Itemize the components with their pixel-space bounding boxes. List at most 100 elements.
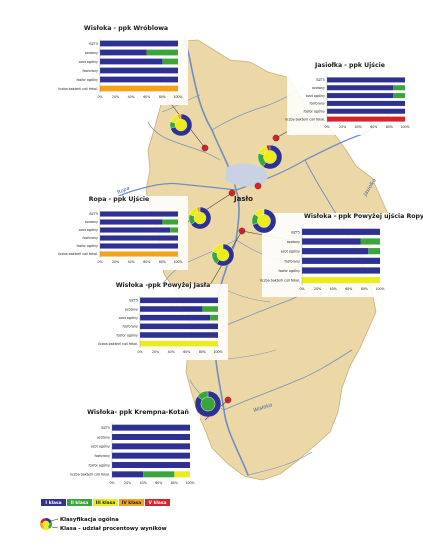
axis-tick: 100%	[185, 481, 194, 485]
legend-donut-segment	[47, 522, 53, 529]
parameter-label: azotany	[85, 51, 98, 55]
station-donut	[194, 390, 222, 418]
axis-tick: 0%	[324, 125, 329, 129]
axis-tick: 100%	[375, 287, 384, 291]
bar-segment	[393, 85, 405, 91]
axis-tick: 80%	[159, 260, 166, 264]
station-panel: Ropa - ppk Ujście BZT5 azotany azot ogólny f…	[58, 195, 188, 270]
legend-pointer	[50, 518, 59, 522]
legend-swatch	[145, 499, 170, 506]
bar-segment	[100, 40, 178, 47]
station-donuts	[169, 113, 283, 418]
bar-segment	[140, 314, 211, 321]
parameter-label: liczba bakterii coli fekal.	[58, 252, 98, 256]
station-donut	[188, 206, 212, 230]
bar-segment	[100, 219, 163, 225]
panel-title: Jasiołka - ppk Ujście	[314, 61, 385, 69]
legend-swatch	[67, 499, 92, 506]
bar-segment	[368, 248, 380, 255]
parameter-label: azot ogólny	[79, 60, 98, 64]
parameter-label: BZT5	[316, 78, 325, 82]
legend-donut-segment	[42, 526, 50, 531]
bar-segment	[100, 251, 178, 257]
bar-segment	[327, 77, 405, 83]
parameter-label: liczba bakterii coli fekal.	[98, 342, 138, 346]
legend-swatch	[93, 499, 118, 506]
legend-donut-segment	[40, 518, 46, 523]
bar-segment	[143, 471, 175, 478]
bar-segment	[146, 49, 178, 56]
axis-tick: 80%	[361, 287, 368, 291]
bar-segment	[100, 243, 178, 249]
parameter-label: azot ogólny	[306, 94, 325, 98]
parameter-label: fosfor ogólny	[278, 269, 300, 273]
bar-segment	[112, 462, 190, 468]
parameter-label: BZT5	[89, 42, 98, 46]
parameter-label: BZT5	[101, 426, 110, 430]
donut-core	[263, 150, 277, 164]
donut-segment	[254, 208, 265, 218]
bar-segment	[170, 227, 178, 233]
parameter-label: fosfor ogólny	[116, 333, 138, 337]
axis-tick: 20%	[124, 481, 131, 485]
legend-donut-segment	[46, 518, 52, 523]
axis-tick: 20%	[339, 125, 346, 129]
bar-segment	[100, 58, 163, 65]
river-wisloka-main	[183, 37, 249, 476]
river-label-wisloka: Wisłoka	[253, 402, 273, 414]
axis-tick: 80%	[159, 95, 166, 99]
bar-segment	[393, 93, 405, 99]
legend-class-label: III klasa	[96, 500, 115, 506]
bar-segment	[327, 108, 405, 114]
parameter-label: BZT5	[89, 212, 98, 216]
axis-tick: 60%	[143, 95, 150, 99]
reservoir	[226, 163, 268, 187]
parameter-label: fosforany	[285, 259, 301, 263]
station-donut	[169, 113, 193, 137]
river-label-ropa: Ropa	[117, 186, 131, 196]
axis-tick: 60%	[345, 287, 352, 291]
legend-swatch	[119, 499, 144, 506]
axis-tick: 40%	[355, 125, 362, 129]
donut-core	[175, 119, 187, 131]
donut-segment	[170, 113, 193, 137]
station-panel: Wisłoka- ppk Krempna-Kotań BZT5 azotany azo…	[70, 408, 200, 491]
panel-title: Wisłoka -ppk Powyżej Jasła	[116, 282, 211, 289]
donut-segment	[212, 243, 224, 254]
bar-segment	[302, 238, 361, 245]
parameter-label: azotany	[312, 86, 325, 90]
legend: I klasa II klasa III klasa IV klasa V klasa K…	[39, 499, 170, 532]
bar-segment	[327, 116, 405, 122]
bar-segment	[140, 323, 218, 330]
axis-tick: 20%	[112, 260, 119, 264]
panel-title: Wisłoka- ppk Krempna-Kotań	[87, 408, 189, 416]
bar-segment	[202, 306, 218, 312]
axis-tick: 40%	[140, 481, 147, 485]
donut-core	[194, 212, 206, 224]
donut-core	[217, 249, 229, 261]
parameter-label: liczba bakterii coli fekal.	[58, 87, 98, 91]
donut-segment	[197, 390, 209, 401]
station-panel: Wisłoka -ppk Powyżej Jasła BZT5 azotany azo…	[98, 282, 228, 360]
parameter-label: azotany	[125, 307, 138, 311]
bar-segment	[174, 471, 190, 478]
bar-segment	[100, 67, 178, 74]
bar-segment	[112, 434, 190, 440]
parameter-label: liczba bakterii coli fekal.	[70, 473, 110, 477]
panel-title: Ropa - ppk Ujście	[89, 195, 149, 203]
parameter-label: fosfor ogólny	[76, 78, 98, 82]
panel-title: Wisłoka - ppk Wróblowa	[84, 24, 168, 32]
axis-tick: 100%	[400, 125, 409, 129]
legend-class-label: V klasa	[149, 500, 167, 506]
parameter-label: fosforany	[123, 325, 139, 329]
bar-segment	[100, 235, 178, 241]
station-panel: Wisłoka - ppk Powyżej ujścia Ropy BZT5 azo…	[260, 212, 423, 297]
river-trib-6	[147, 121, 221, 161]
axis-tick: 80%	[171, 481, 178, 485]
bar-segment	[162, 219, 178, 225]
axis-tick: 100%	[213, 350, 222, 354]
bar-segment	[302, 277, 380, 284]
station-donut	[257, 144, 283, 170]
donut-segment	[196, 206, 201, 213]
bar-segment	[140, 332, 218, 338]
